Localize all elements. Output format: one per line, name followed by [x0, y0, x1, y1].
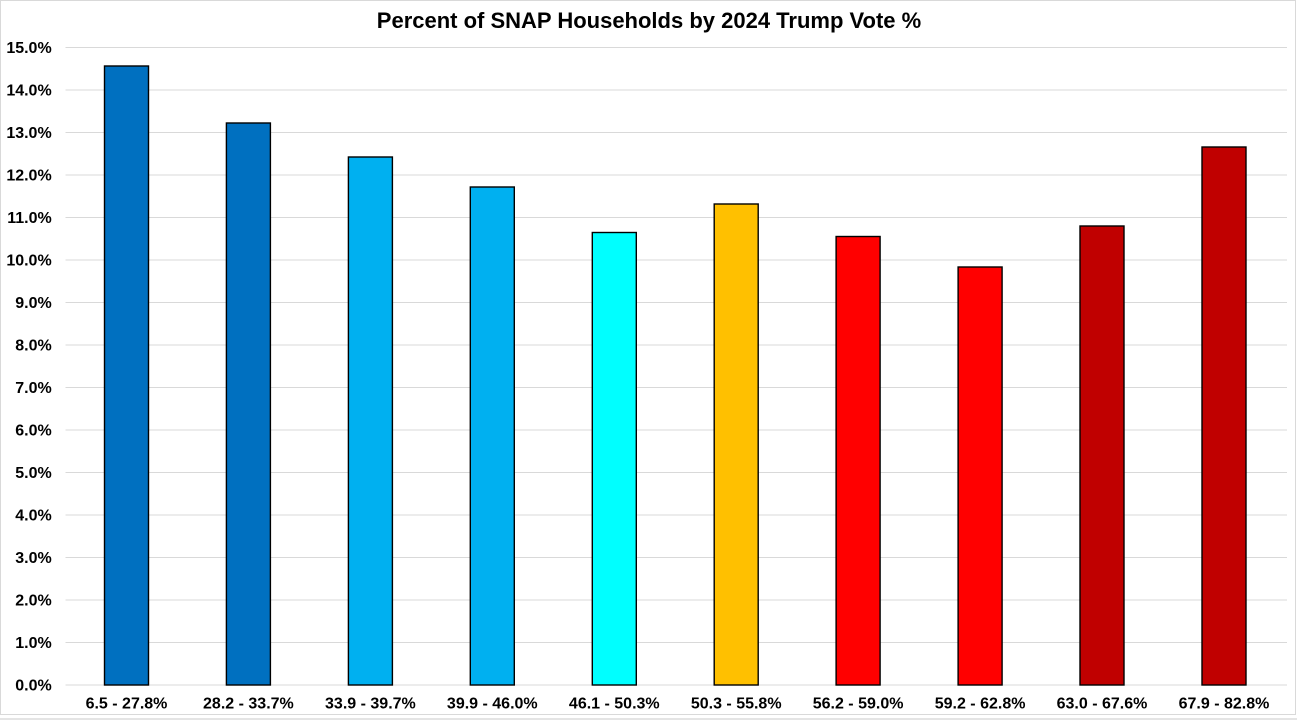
svg-text:11.0%: 11.0%	[7, 210, 51, 227]
svg-text:50.3 - 55.8%: 50.3 - 55.8%	[691, 696, 782, 713]
svg-text:10.0%: 10.0%	[6, 253, 51, 270]
svg-text:67.9 - 82.8%: 67.9 - 82.8%	[1179, 696, 1270, 713]
svg-text:7.0%: 7.0%	[15, 380, 51, 397]
svg-text:1.0%: 1.0%	[15, 635, 51, 652]
svg-text:8.0%: 8.0%	[15, 338, 51, 355]
svg-text:6.0%: 6.0%	[15, 423, 51, 440]
svg-text:2.0%: 2.0%	[15, 593, 51, 610]
svg-text:39.9 - 46.0%: 39.9 - 46.0%	[447, 696, 538, 713]
svg-text:46.1 - 50.3%: 46.1 - 50.3%	[569, 696, 660, 713]
svg-text:33.9 - 39.7%: 33.9 - 39.7%	[325, 696, 416, 713]
svg-text:13.0%: 13.0%	[6, 125, 51, 142]
svg-text:63.0 - 67.6%: 63.0 - 67.6%	[1057, 696, 1148, 713]
svg-text:4.0%: 4.0%	[15, 508, 51, 525]
svg-text:6.5 - 27.8%: 6.5 - 27.8%	[86, 696, 168, 713]
svg-text:28.2 - 33.7%: 28.2 - 33.7%	[203, 696, 294, 713]
svg-text:0.0%: 0.0%	[15, 678, 51, 695]
svg-text:9.0%: 9.0%	[15, 295, 51, 312]
svg-text:14.0%: 14.0%	[6, 83, 51, 100]
svg-text:59.2 - 62.8%: 59.2 - 62.8%	[935, 696, 1026, 713]
svg-text:5.0%: 5.0%	[15, 465, 51, 482]
svg-text:56.2 - 59.0%: 56.2 - 59.0%	[813, 696, 904, 713]
svg-text:3.0%: 3.0%	[15, 550, 51, 567]
svg-text:12.0%: 12.0%	[6, 168, 51, 185]
svg-text:Percent of SNAP Households by: Percent of SNAP Households by 2024 Trump…	[377, 8, 921, 33]
svg-text:15.0%: 15.0%	[6, 40, 51, 57]
